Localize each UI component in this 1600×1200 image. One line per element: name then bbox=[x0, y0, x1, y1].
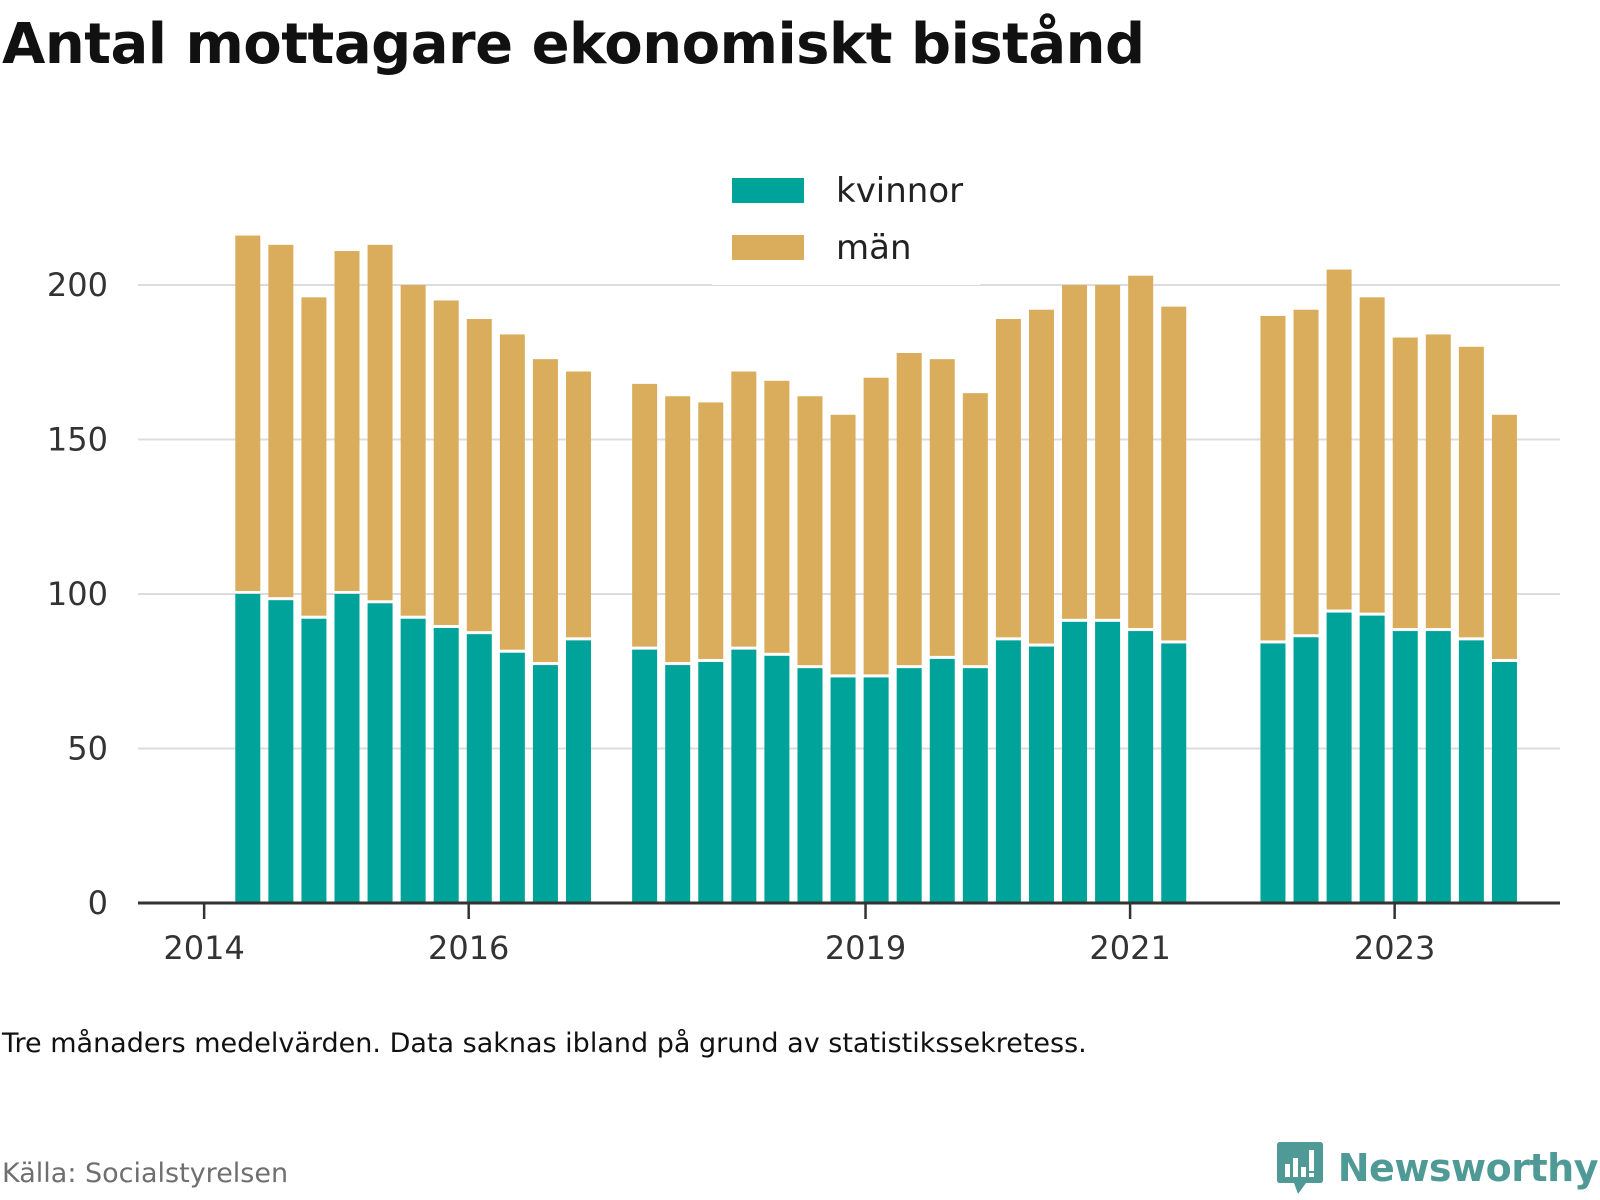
bar-man bbox=[896, 352, 922, 666]
bar-kvinnor bbox=[797, 668, 823, 903]
bar-kvinnor bbox=[334, 594, 360, 903]
bar-man bbox=[830, 414, 856, 675]
bar-kvinnor bbox=[665, 665, 691, 903]
bar-kvinnor bbox=[466, 634, 492, 903]
bar-kvinnor bbox=[1491, 661, 1517, 903]
bar-kvinnor bbox=[995, 640, 1021, 903]
bar-kvinnor bbox=[896, 668, 922, 903]
y-tick-label: 100 bbox=[47, 575, 108, 613]
bar-man bbox=[334, 251, 360, 591]
bar-kvinnor bbox=[367, 603, 393, 903]
x-tick-label: 2016 bbox=[428, 929, 509, 967]
bar-kvinnor bbox=[532, 665, 558, 903]
bar-man bbox=[995, 318, 1021, 638]
bar-man bbox=[466, 318, 492, 632]
stacked-bar-chart: 0 50 100 150 200 2014 2016 2019 2021 2023 kvinnor… bbox=[46, 160, 1560, 967]
bar-kvinnor bbox=[731, 649, 757, 903]
chart-note: Tre månaders medelvärden. Data saknas ib… bbox=[2, 1028, 1087, 1059]
bar-man bbox=[797, 396, 823, 666]
bar-man bbox=[665, 396, 691, 663]
y-tick-label: 150 bbox=[47, 421, 108, 459]
bar-man bbox=[1392, 337, 1418, 629]
bar-kvinnor bbox=[962, 668, 988, 903]
bar-man bbox=[1458, 346, 1484, 638]
y-tick-label: 50 bbox=[67, 730, 108, 768]
bars bbox=[235, 235, 1517, 903]
bar-kvinnor bbox=[1260, 643, 1286, 903]
bar-man bbox=[962, 393, 988, 666]
bar-man bbox=[1260, 315, 1286, 641]
bar-kvinnor bbox=[1359, 615, 1385, 903]
bar-man bbox=[532, 359, 558, 663]
bar-man bbox=[731, 371, 757, 647]
bar-kvinnor bbox=[1392, 631, 1418, 903]
bar-kvinnor bbox=[433, 627, 459, 903]
bar-man bbox=[1161, 306, 1187, 641]
chart-title: Antal mottagare ekonomiskt bistånd bbox=[2, 12, 1145, 77]
bar-kvinnor bbox=[1062, 621, 1088, 903]
bar-man bbox=[764, 380, 790, 653]
x-tick-label: 2023 bbox=[1354, 929, 1435, 967]
bar-man bbox=[268, 244, 294, 598]
bar-kvinnor bbox=[301, 618, 327, 903]
legend-label-man: män bbox=[836, 228, 912, 268]
bar-man bbox=[1326, 269, 1352, 610]
legend-swatch-man bbox=[732, 235, 804, 260]
bar-kvinnor bbox=[499, 652, 525, 903]
bar-man bbox=[235, 235, 261, 591]
bar-man bbox=[400, 285, 426, 616]
bar-man bbox=[1028, 309, 1054, 644]
bar-man bbox=[929, 359, 955, 656]
bar-kvinnor bbox=[1161, 643, 1187, 903]
bar-kvinnor bbox=[929, 658, 955, 903]
bar-kvinnor bbox=[698, 661, 724, 903]
legend-swatch-kvinnor bbox=[732, 178, 804, 203]
bar-kvinnor bbox=[1326, 612, 1352, 903]
bar-chart-speech-bubble-icon bbox=[1276, 1142, 1323, 1194]
brand-name: Newsworthy bbox=[1337, 1146, 1599, 1190]
bar-man bbox=[1095, 285, 1121, 619]
x-tick-label: 2021 bbox=[1089, 929, 1170, 967]
bar-man bbox=[499, 334, 525, 650]
y-tick-label: 0 bbox=[88, 884, 108, 922]
bar-man bbox=[301, 297, 327, 616]
bar-kvinnor bbox=[764, 655, 790, 903]
bar-man bbox=[863, 377, 889, 675]
bar-kvinnor bbox=[1458, 640, 1484, 903]
legend-label-kvinnor: kvinnor bbox=[836, 171, 963, 211]
bar-kvinnor bbox=[1293, 637, 1319, 903]
bar-kvinnor bbox=[400, 618, 426, 903]
bar-kvinnor bbox=[863, 677, 889, 903]
bar-man bbox=[632, 383, 658, 647]
bar-man bbox=[367, 244, 393, 601]
bar-man bbox=[565, 371, 591, 638]
bar-kvinnor bbox=[565, 640, 591, 903]
bar-man bbox=[1425, 334, 1451, 629]
newsworthy-logo[interactable]: Newsworthy bbox=[1276, 1140, 1599, 1196]
bar-man bbox=[1128, 275, 1154, 629]
bar-kvinnor bbox=[268, 600, 294, 903]
bar-kvinnor bbox=[632, 649, 658, 903]
y-tick-label: 200 bbox=[47, 266, 108, 304]
bar-kvinnor bbox=[1028, 646, 1054, 903]
x-tick-label: 2014 bbox=[163, 929, 244, 967]
x-tick-label: 2019 bbox=[825, 929, 906, 967]
bar-kvinnor bbox=[235, 594, 261, 903]
bar-kvinnor bbox=[1425, 631, 1451, 903]
bar-kvinnor bbox=[830, 677, 856, 903]
axes: 0 50 100 150 200 2014 2016 2019 2021 2023 bbox=[47, 266, 1560, 967]
bar-man bbox=[433, 300, 459, 625]
bar-man bbox=[1062, 285, 1088, 619]
bar-man bbox=[698, 402, 724, 659]
legend: kvinnor män bbox=[712, 160, 980, 285]
bar-man bbox=[1359, 297, 1385, 613]
bar-man bbox=[1293, 309, 1319, 635]
source-text: Källa: Socialstyrelsen bbox=[2, 1158, 289, 1189]
bar-kvinnor bbox=[1095, 621, 1121, 903]
bar-kvinnor bbox=[1128, 631, 1154, 903]
bar-man bbox=[1491, 414, 1517, 659]
